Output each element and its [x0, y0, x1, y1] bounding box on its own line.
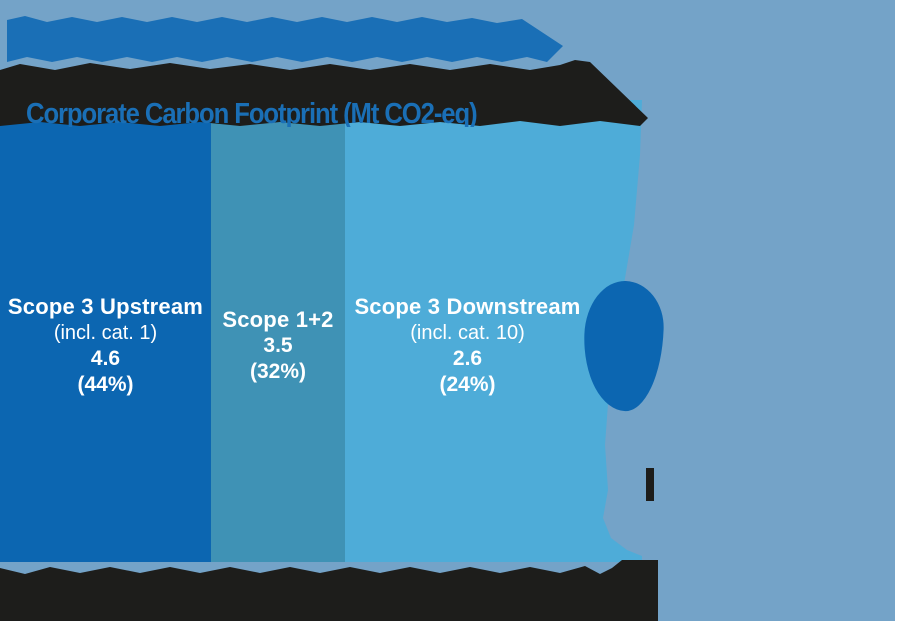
label-scope3-downstream: Scope 3 Downstream (incl. cat. 10) 2.6 (…	[345, 284, 590, 408]
page-margin-bottom	[0, 621, 900, 635]
small-ink-fragment	[646, 468, 654, 501]
garbled-subtitle-strip: Megatons Carbon dioxide equivalents (Mt …	[0, 60, 648, 126]
garbled-subtitle2-strip: Corporate Carbon Footprint (Mt CO2-eq)	[26, 97, 630, 127]
garbled-title-strip: CORPORATE CARBON FOOTPRINT	[7, 16, 563, 62]
label-scope3-upstream: Scope 3 Upstream (incl. cat. 1) 4.6 (44%…	[0, 284, 211, 408]
bar-scope3-upstream	[0, 100, 211, 562]
garbled-title-text: CORPORATE CARBON FOOTPRINT	[7, 16, 467, 62]
segment-percent: (32%)	[249, 360, 307, 383]
segment-subtitle: (incl. cat. 10)	[410, 322, 525, 344]
garbled-footnote-text: *The GHG emissions are based on values a…	[0, 560, 658, 606]
garbled-subtitle2-text: Corporate Carbon Footprint (Mt CO2-eq)	[26, 97, 478, 127]
segment-percent: (24%)	[439, 373, 496, 396]
segment-value: 3.5	[263, 334, 293, 357]
segment-percent: (44%)	[77, 373, 134, 396]
segment-title: Scope 3 Downstream	[354, 294, 581, 319]
label-scope1-2: Scope 1+2 3.5 (32%)	[211, 284, 345, 408]
bar-scope1-2	[211, 100, 345, 562]
segment-value: 2.6	[452, 347, 483, 370]
segment-subtitle: (incl. cat. 1)	[53, 322, 158, 344]
segment-value: 4.6	[90, 347, 121, 370]
segment-title: Scope 1+2	[222, 307, 334, 332]
garbled-footnote-strip: *The GHG emissions are based on values a…	[0, 560, 658, 622]
page-margin-right	[895, 0, 900, 635]
segment-title: Scope 3 Upstream	[7, 294, 204, 319]
